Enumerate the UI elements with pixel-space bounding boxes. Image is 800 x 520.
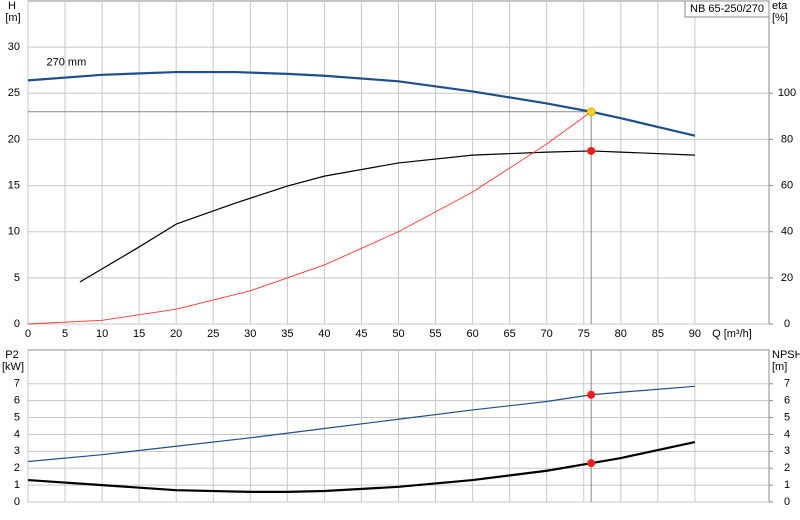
y2-tick-label: 60 <box>781 179 793 191</box>
x-tick-label: 15 <box>133 328 145 340</box>
y-tick-label: 2 <box>14 462 20 474</box>
y-axis-unit: [m] <box>5 12 20 24</box>
y-axis-unit: [kW] <box>2 361 24 373</box>
y2-axis-unit: [m] <box>772 361 787 373</box>
y2-axis-label: NPSH <box>772 349 800 361</box>
title-box <box>684 0 770 18</box>
x-tick-label: 35 <box>281 328 293 340</box>
duty-point <box>587 146 596 155</box>
y-tick-label: 15 <box>8 179 20 191</box>
y-tick-label: 6 <box>14 395 20 407</box>
x-tick-label: 55 <box>429 328 441 340</box>
y2-tick-label: 5 <box>784 411 790 423</box>
y-axis-label: P2 <box>5 349 18 361</box>
x-tick-label: 65 <box>504 328 516 340</box>
y2-tick-label: 7 <box>784 378 790 390</box>
y-tick-label: 10 <box>8 226 20 238</box>
y-axis-label: H <box>8 0 16 12</box>
duty-point <box>586 107 596 117</box>
x-tick-label: 80 <box>615 328 627 340</box>
y2-axis-unit: [%] <box>772 12 788 24</box>
series-line <box>27 385 695 463</box>
y2-tick-label: 40 <box>781 226 793 238</box>
duty-point <box>587 390 596 399</box>
y2-tick-label: 4 <box>784 428 790 440</box>
y-tick-label: 7 <box>14 378 20 390</box>
x-tick-label: 10 <box>96 328 108 340</box>
y-tick-label: 20 <box>8 133 20 145</box>
x-tick-label: 0 <box>25 328 31 340</box>
y2-tick-label: 100 <box>778 87 796 99</box>
series-line <box>27 111 592 325</box>
y-tick-label: 1 <box>14 479 20 491</box>
series-line <box>27 70 696 137</box>
curve-label: 270 mm <box>47 57 87 69</box>
y2-axis-label: eta <box>772 0 788 12</box>
y-tick-label: 0 <box>14 496 20 508</box>
y-tick-label: 30 <box>8 41 20 53</box>
y-tick-label: 5 <box>14 411 20 423</box>
y-tick-label: 0 <box>14 318 20 330</box>
duty-point <box>587 459 596 468</box>
x-tick-label: 25 <box>207 328 219 340</box>
x-tick-label: 70 <box>541 328 553 340</box>
series-line <box>79 150 695 283</box>
x-tick-label: 5 <box>62 328 68 340</box>
x-tick-label: 85 <box>652 328 664 340</box>
x-axis-label: Q [m³/h] <box>712 328 752 340</box>
y2-tick-label: 6 <box>784 395 790 407</box>
x-tick-label: 90 <box>689 328 701 340</box>
x-tick-label: 60 <box>466 328 478 340</box>
x-tick-label: 45 <box>355 328 367 340</box>
y2-tick-label: 0 <box>784 496 790 508</box>
y-tick-label: 25 <box>8 87 20 99</box>
y2-tick-label: 80 <box>781 133 793 145</box>
y-tick-label: 4 <box>14 428 20 440</box>
x-tick-label: 40 <box>318 328 330 340</box>
y2-tick-label: 2 <box>784 462 790 474</box>
y2-tick-label: 1 <box>784 479 790 491</box>
x-tick-label: 75 <box>578 328 590 340</box>
chart-title: NB 65-250/270 <box>690 3 764 15</box>
y-tick-label: 3 <box>14 445 20 457</box>
y2-tick-label: 0 <box>784 318 790 330</box>
y2-tick-label: 3 <box>784 445 790 457</box>
y-tick-label: 5 <box>14 272 20 284</box>
x-tick-label: 20 <box>170 328 182 340</box>
series-line <box>27 440 696 493</box>
x-tick-label: 30 <box>244 328 256 340</box>
x-tick-label: 50 <box>392 328 404 340</box>
y2-tick-label: 20 <box>781 272 793 284</box>
